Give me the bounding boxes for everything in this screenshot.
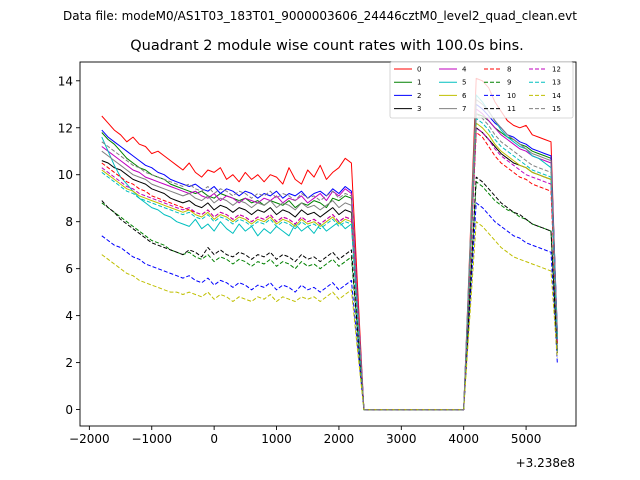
y-tick-label: 14 (58, 74, 73, 88)
legend-label-13: 13 (552, 79, 561, 87)
x-tick-label: 0 (210, 432, 218, 446)
y-tick-label: 8 (65, 215, 73, 229)
y-axis: 0 2 4 6 8 10 12 14 (58, 74, 80, 417)
x-axis: −2000 −1000 0 1000 2000 3000 4000 5000 (69, 426, 541, 446)
legend-label-5: 5 (462, 79, 466, 87)
series-line-10 (101, 202, 558, 411)
y-tick-label: 0 (65, 403, 73, 417)
chart-title: Quadrant 2 module wise count rates with … (130, 38, 524, 54)
series-line-11 (101, 176, 558, 411)
y-tick-label: 2 (65, 356, 73, 370)
legend-label-15: 15 (552, 105, 561, 113)
series-line-12 (101, 127, 558, 411)
legend-label-0: 0 (417, 66, 421, 74)
x-offset-label: +3.238e8 (516, 456, 575, 470)
y-tick-label: 12 (58, 121, 73, 135)
legend-label-11: 11 (507, 105, 516, 113)
legend-label-6: 6 (462, 92, 467, 100)
series-line-6 (101, 122, 558, 411)
legend-box (389, 61, 574, 119)
x-tick-label: 2000 (324, 432, 355, 446)
x-tick-label: 1000 (261, 432, 292, 446)
legend-label-4: 4 (462, 66, 467, 74)
legend-label-9: 9 (507, 79, 511, 87)
y-tick-label: 6 (65, 262, 73, 276)
legend-label-8: 8 (507, 66, 511, 74)
legend-label-10: 10 (507, 92, 516, 100)
x-tick-label: −2000 (69, 432, 110, 446)
legend-label-12: 12 (552, 66, 561, 74)
x-tick-label: 3000 (386, 432, 417, 446)
series-line-14 (101, 221, 558, 411)
figure-suptitle: Data file: modeM0/AS1T03_183T01_90000036… (63, 9, 577, 23)
x-tick-label: 4000 (448, 432, 479, 446)
x-tick-label: 5000 (511, 432, 542, 446)
y-tick-label: 10 (58, 168, 73, 182)
x-tick-label: −1000 (131, 432, 172, 446)
legend-label-3: 3 (417, 105, 421, 113)
axes-frame (79, 61, 577, 427)
series-line-13 (101, 117, 558, 411)
y-tick-label: 4 (65, 309, 73, 323)
legend-label-7: 7 (462, 105, 466, 113)
legend-label-1: 1 (417, 79, 421, 87)
legend-label-2: 2 (417, 92, 421, 100)
legend-label-14: 14 (552, 92, 561, 100)
